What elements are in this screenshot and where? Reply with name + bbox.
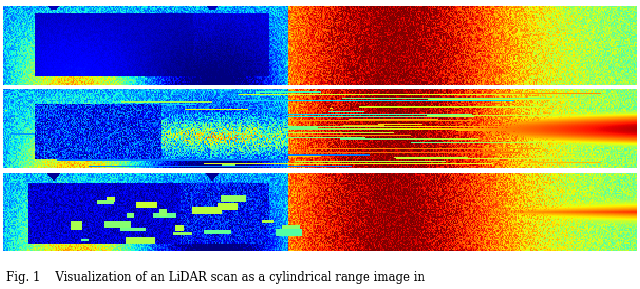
Text: Fig. 1    Visualization of an LiDAR scan as a cylindrical range image in: Fig. 1 Visualization of an LiDAR scan as… [6,271,426,284]
